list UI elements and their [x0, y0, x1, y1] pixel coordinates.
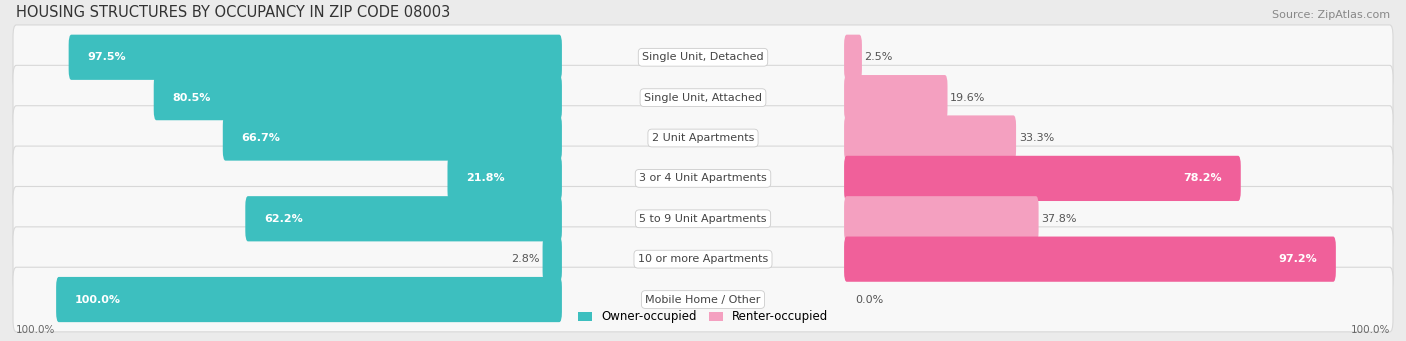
Text: 62.2%: 62.2%	[264, 214, 302, 224]
Text: 0.0%: 0.0%	[855, 295, 883, 305]
Text: 37.8%: 37.8%	[1042, 214, 1077, 224]
FancyBboxPatch shape	[844, 196, 1039, 241]
Text: 19.6%: 19.6%	[950, 93, 986, 103]
FancyBboxPatch shape	[245, 196, 562, 241]
FancyBboxPatch shape	[844, 237, 1336, 282]
FancyBboxPatch shape	[222, 115, 562, 161]
FancyBboxPatch shape	[844, 156, 1240, 201]
Text: Single Unit, Detached: Single Unit, Detached	[643, 52, 763, 62]
FancyBboxPatch shape	[13, 227, 1393, 292]
Legend: Owner-occupied, Renter-occupied: Owner-occupied, Renter-occupied	[572, 306, 834, 328]
Text: 33.3%: 33.3%	[1019, 133, 1054, 143]
FancyBboxPatch shape	[844, 35, 862, 80]
FancyBboxPatch shape	[153, 75, 562, 120]
Text: 100.0%: 100.0%	[17, 325, 56, 335]
Text: 2.5%: 2.5%	[865, 52, 893, 62]
Text: 2 Unit Apartments: 2 Unit Apartments	[652, 133, 754, 143]
Text: 21.8%: 21.8%	[467, 173, 505, 183]
FancyBboxPatch shape	[13, 267, 1393, 332]
FancyBboxPatch shape	[543, 237, 562, 282]
Text: 10 or more Apartments: 10 or more Apartments	[638, 254, 768, 264]
Text: 2.8%: 2.8%	[512, 254, 540, 264]
FancyBboxPatch shape	[844, 115, 1017, 161]
Text: 100.0%: 100.0%	[1350, 325, 1389, 335]
FancyBboxPatch shape	[13, 25, 1393, 90]
Text: 80.5%: 80.5%	[173, 93, 211, 103]
Text: 78.2%: 78.2%	[1184, 173, 1222, 183]
FancyBboxPatch shape	[13, 146, 1393, 211]
FancyBboxPatch shape	[13, 187, 1393, 251]
Text: 66.7%: 66.7%	[242, 133, 280, 143]
FancyBboxPatch shape	[447, 156, 562, 201]
Text: HOUSING STRUCTURES BY OCCUPANCY IN ZIP CODE 08003: HOUSING STRUCTURES BY OCCUPANCY IN ZIP C…	[17, 5, 450, 20]
Text: Mobile Home / Other: Mobile Home / Other	[645, 295, 761, 305]
Text: 3 or 4 Unit Apartments: 3 or 4 Unit Apartments	[640, 173, 766, 183]
FancyBboxPatch shape	[69, 35, 562, 80]
FancyBboxPatch shape	[56, 277, 562, 322]
Text: 97.5%: 97.5%	[87, 52, 127, 62]
Text: 97.2%: 97.2%	[1278, 254, 1317, 264]
Text: Source: ZipAtlas.com: Source: ZipAtlas.com	[1271, 10, 1389, 20]
FancyBboxPatch shape	[844, 75, 948, 120]
Text: 5 to 9 Unit Apartments: 5 to 9 Unit Apartments	[640, 214, 766, 224]
FancyBboxPatch shape	[13, 65, 1393, 130]
FancyBboxPatch shape	[13, 106, 1393, 170]
Text: Single Unit, Attached: Single Unit, Attached	[644, 93, 762, 103]
Text: 100.0%: 100.0%	[75, 295, 121, 305]
